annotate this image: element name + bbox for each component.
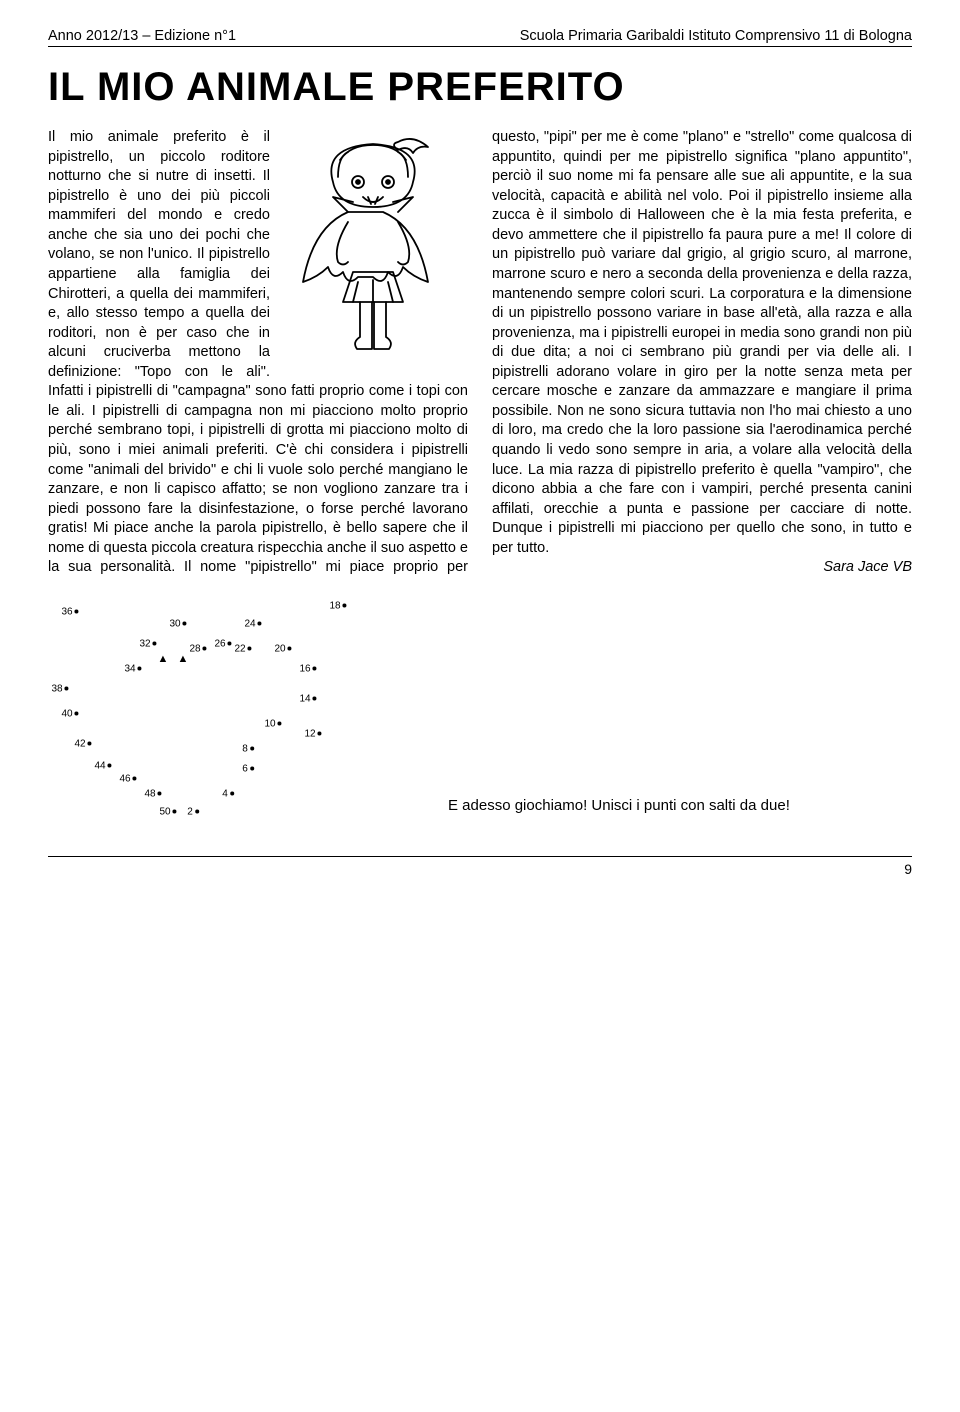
puzzle-dot: 20 [274, 643, 291, 654]
puzzle-dot: 34 [124, 663, 141, 674]
puzzle-dot: 2 [187, 806, 199, 817]
puzzle-dot: 32 [139, 638, 156, 649]
article-author: Sara Jace VB [492, 558, 912, 578]
puzzle-dot: 50 [159, 806, 176, 817]
puzzle-dot: 40 [61, 708, 78, 719]
article-title: IL MIO ANIMALE PREFERITO [48, 65, 912, 110]
connect-dots-puzzle: 1836302432282622203416381440101242844466… [48, 594, 428, 844]
puzzle-dot: 30 [169, 618, 186, 629]
puzzle-shape: ▲ [178, 653, 189, 665]
header-left: Anno 2012/13 – Edizione n°1 [48, 28, 236, 44]
page-header: Anno 2012/13 – Edizione n°1 Scuola Prima… [48, 28, 912, 47]
header-right: Scuola Primaria Garibaldi Istituto Compr… [520, 28, 912, 44]
puzzle-dot: 18 [329, 600, 346, 611]
puzzle-dot: 6 [242, 763, 254, 774]
puzzle-shape: ▲ [158, 653, 169, 665]
puzzle-dot: 42 [74, 738, 91, 749]
page-number: 9 [48, 856, 912, 877]
game-section: 1836302432282622203416381440101242844466… [48, 594, 912, 844]
puzzle-dot: 22 [234, 643, 251, 654]
article-text: Il mio animale preferito è il pipistrell… [48, 128, 912, 578]
puzzle-dot: 24 [244, 618, 261, 629]
puzzle-dot: 16 [299, 663, 316, 674]
puzzle-dot: 8 [242, 743, 254, 754]
puzzle-dot: 10 [264, 718, 281, 729]
puzzle-dot: 4 [222, 788, 234, 799]
puzzle-dot: 48 [144, 788, 161, 799]
vampire-girl-illustration [278, 132, 468, 362]
puzzle-dot: 26 [214, 638, 231, 649]
puzzle-dot: 12 [304, 728, 321, 739]
puzzle-dot: 28 [189, 643, 206, 654]
puzzle-dot: 46 [119, 773, 136, 784]
game-caption: E adesso giochiamo! Unisci i punti con s… [448, 797, 912, 844]
article-body: Il mio animale preferito è il pipistrell… [48, 128, 912, 578]
puzzle-dot: 38 [51, 683, 68, 694]
puzzle-dot: 36 [61, 606, 78, 617]
puzzle-dot: 44 [94, 760, 111, 771]
puzzle-dot: 14 [299, 693, 316, 704]
